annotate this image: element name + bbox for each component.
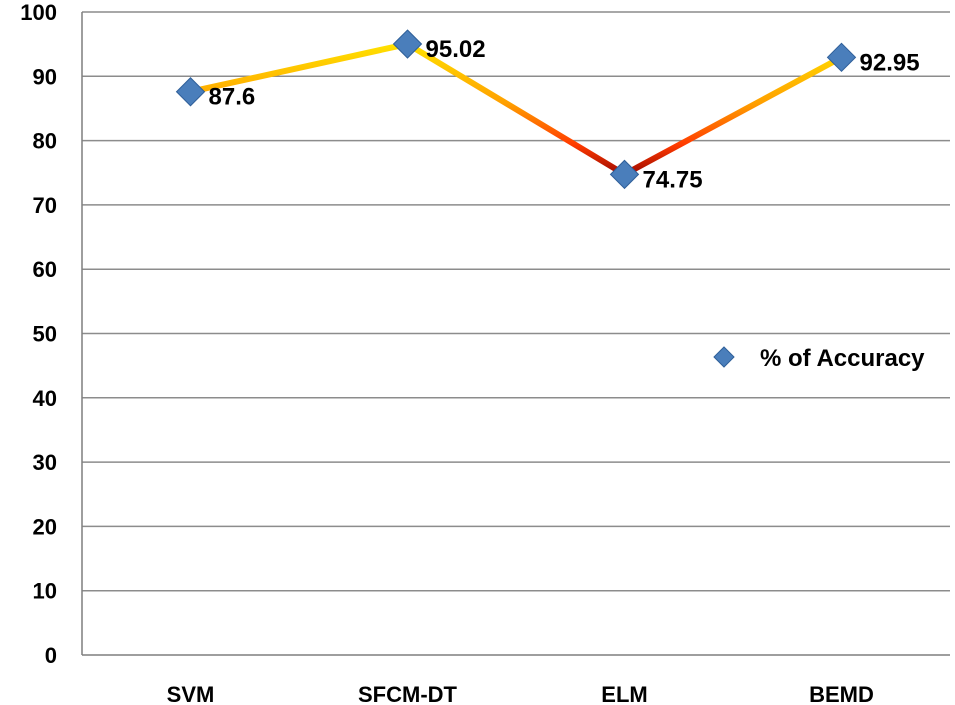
y-tick-label: 90 bbox=[33, 64, 57, 89]
x-tick-label-bemd: BEMD bbox=[809, 682, 874, 705]
y-tick-label: 100 bbox=[20, 0, 57, 25]
data-point-svm bbox=[175, 77, 206, 107]
y-tick-label: 0 bbox=[45, 643, 57, 668]
gridlines bbox=[82, 11, 950, 592]
series-line-accuracy bbox=[189, 41, 843, 178]
y-tick-label: 30 bbox=[33, 450, 57, 475]
data-point-bemd bbox=[826, 42, 857, 73]
data-labels: 87.6 95.02 74.75 92.95 bbox=[209, 36, 920, 193]
y-tick-label: 70 bbox=[33, 193, 57, 218]
y-tick-label: 20 bbox=[33, 514, 57, 539]
series-line bbox=[189, 41, 843, 178]
y-tick-label: 10 bbox=[33, 579, 57, 604]
legend-label: % of Accuracy bbox=[760, 345, 925, 372]
legend: % of Accuracy bbox=[692, 345, 925, 372]
series-markers bbox=[175, 29, 857, 190]
data-label-elm: 74.75 bbox=[643, 166, 703, 193]
data-label-bemd: 92.95 bbox=[860, 49, 920, 76]
y-tick-label: 60 bbox=[33, 257, 57, 282]
data-label-sfcm-dt: 95.02 bbox=[426, 36, 486, 63]
y-tick-label: 40 bbox=[33, 386, 57, 411]
y-tick-label: 80 bbox=[33, 129, 57, 154]
y-tick-label: 50 bbox=[33, 322, 57, 347]
data-point-elm bbox=[609, 159, 640, 190]
data-point-sfcm-dt bbox=[392, 29, 423, 59]
x-tick-label-elm: ELM bbox=[601, 682, 647, 705]
x-tick-label-svm: SVM bbox=[167, 682, 215, 705]
axes bbox=[81, 12, 950, 656]
y-tick-labels: 0 10 20 30 40 50 60 70 80 90 100 bbox=[20, 0, 57, 668]
legend-diamond-icon bbox=[713, 346, 735, 368]
x-tick-label-sfcm-dt: SFCM-DT bbox=[358, 682, 458, 705]
data-label-svm: 87.6 bbox=[209, 84, 256, 111]
x-tick-labels: SVM SFCM-DT ELM BEMD bbox=[167, 682, 874, 705]
